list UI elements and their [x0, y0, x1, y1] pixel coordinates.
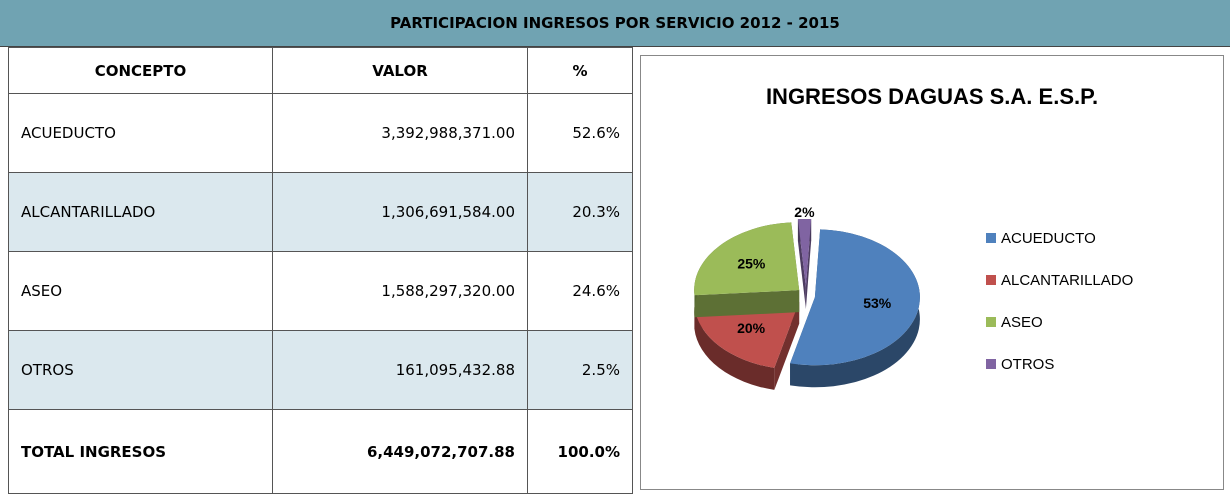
slice-side — [694, 306, 775, 390]
slice-top — [790, 229, 920, 366]
header-title: PARTICIPACION INGRESOS POR SERVICIO 2012… — [0, 0, 1230, 47]
slice-side — [694, 290, 800, 318]
slice-side — [805, 219, 812, 310]
pie-slice — [797, 219, 812, 310]
cell: ALCANTARILLADO — [8, 172, 273, 252]
legend-label: ALCANTARILLADO — [1001, 272, 1133, 289]
slice-top — [797, 219, 812, 288]
cell: 1,588,297,320.00 — [272, 251, 528, 331]
cell: 100.0% — [527, 409, 633, 494]
data-label: 20% — [737, 320, 766, 336]
cell: 161,095,432.88 — [272, 330, 528, 410]
cell: ASEO — [8, 251, 273, 331]
cell: TOTAL INGRESOS — [8, 409, 273, 494]
chart-title: INGRESOS DAGUAS S.A. E.S.P. — [766, 84, 1098, 109]
chart-box: INGRESOS DAGUAS S.A. E.S.P. 53% 20% 25% 2% A… — [640, 55, 1224, 490]
legend-swatch — [986, 317, 996, 327]
legend-label: ACUEDUCTO — [1001, 230, 1096, 247]
pie-slice — [694, 222, 800, 318]
table: CONCEPTO VALOR% ACUEDUCTO 3,392,988,371.00… — [8, 47, 633, 494]
legend-swatch — [986, 359, 996, 369]
data-label: 53% — [863, 295, 892, 311]
chart: INGRESOS DAGUAS S.A. E.S.P. 53% 20% 25% 2% A… — [694, 84, 1133, 390]
cell: ACUEDUCTO — [8, 93, 273, 173]
legend-label: OTROS — [1001, 356, 1054, 373]
cell: 20.3% — [527, 172, 633, 252]
slice-top — [694, 301, 800, 368]
pie-slice — [790, 229, 920, 388]
data-label: 25% — [737, 256, 766, 272]
col-header: % — [527, 47, 633, 94]
cell: 24.6% — [527, 251, 633, 331]
slice-side — [797, 219, 806, 310]
legend-swatch — [986, 275, 996, 285]
legend-swatch — [986, 233, 996, 243]
cell: OTROS — [8, 330, 273, 410]
legend-label: ASEO — [1001, 314, 1043, 331]
col-header: CONCEPTO — [8, 47, 273, 94]
cell: 52.6% — [527, 93, 633, 173]
slice-top — [694, 222, 800, 296]
cell: 1,306,691,584.00 — [272, 172, 528, 252]
cell: 3,392,988,371.00 — [272, 93, 528, 173]
data-label: 2% — [794, 204, 815, 220]
col-header: VALOR — [272, 47, 528, 94]
cell: 6,449,072,707.88 — [272, 409, 528, 494]
cell: 2.5% — [527, 330, 633, 410]
